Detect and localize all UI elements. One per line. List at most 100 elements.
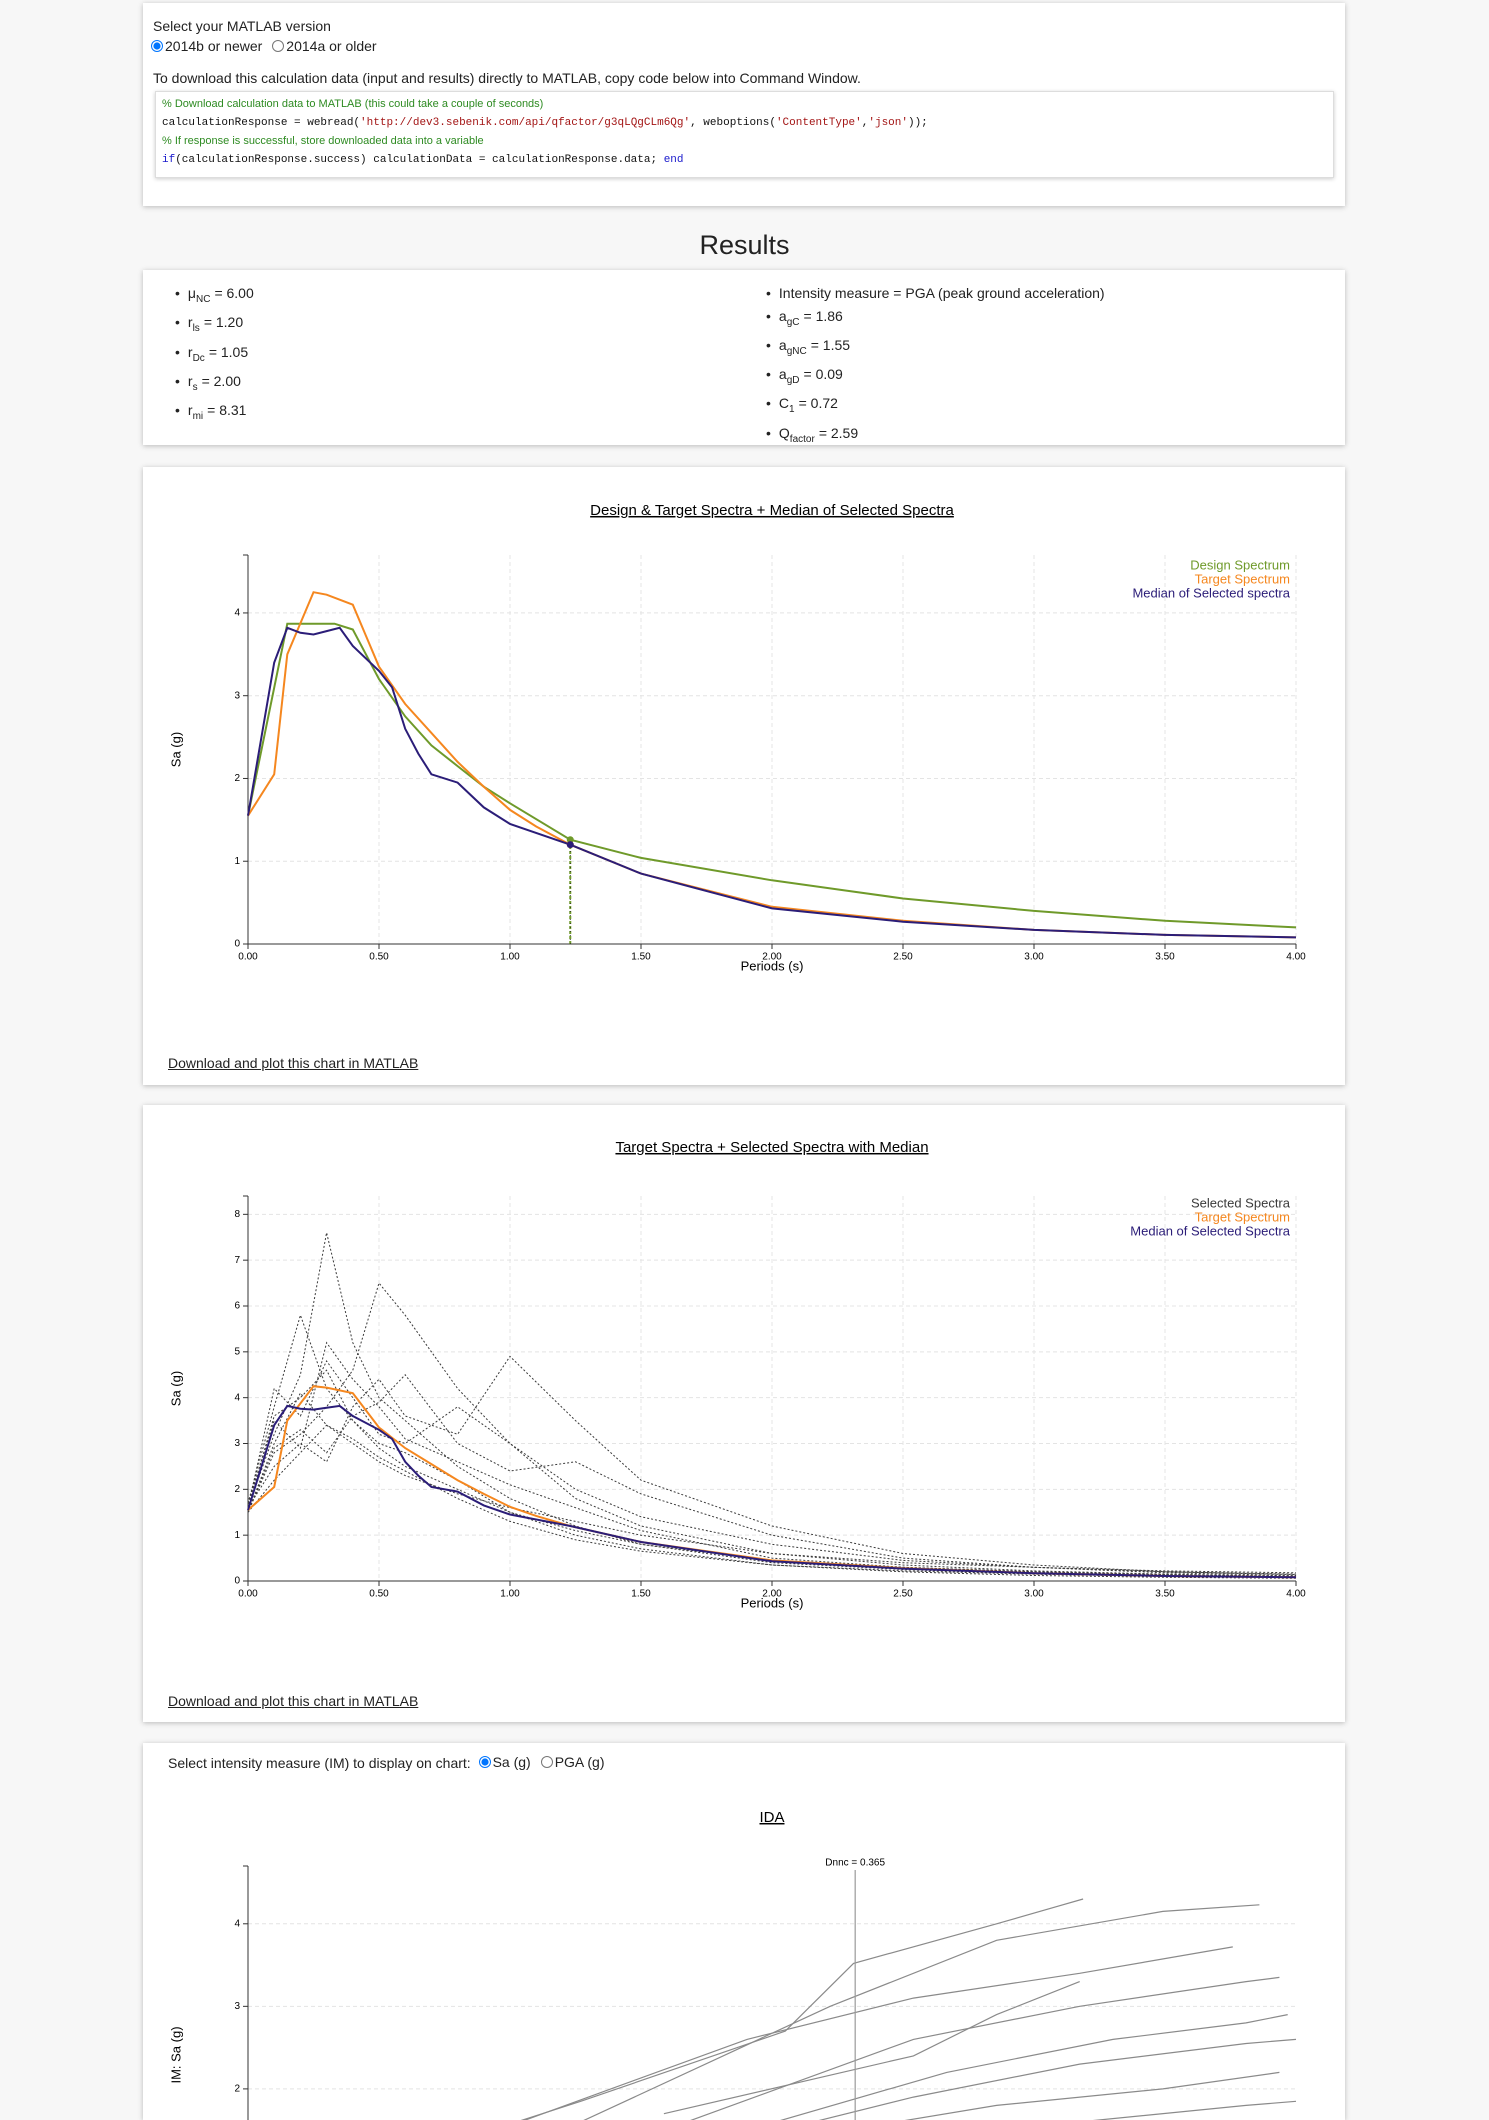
x-tick-label: 2.50 [893, 1589, 913, 1600]
series-line [690, 1976, 1280, 2120]
download-link[interactable]: Download and plot this chart in MATLAB [168, 1055, 419, 1071]
code-line: if(calculationResponse.success) calculat… [162, 154, 684, 166]
result-text: = 1.05 [208, 343, 249, 360]
x-tick-label: 0.50 [369, 1589, 389, 1600]
x-axis-label: Periods (s) [741, 1595, 804, 1610]
x-tick-label: 1.50 [631, 1589, 651, 1600]
radio-label[interactable]: 2014a or older [286, 38, 377, 54]
code-token: 'ContentType' [775, 116, 862, 129]
subscript: ls [192, 323, 200, 335]
selected-spectrum [247, 1313, 1297, 1579]
legend-entry: Selected Spectra [1191, 1195, 1291, 1210]
legend-entry: Target Spectrum [1195, 1209, 1290, 1224]
code-token: 'json' [868, 116, 908, 129]
code-token: if [162, 154, 176, 167]
code-token: , weboptions( [690, 116, 776, 129]
y-tick-label: 5 [234, 1346, 240, 1357]
chart-title: IDA [759, 1809, 784, 1826]
legend-entry: Median of Selected Spectra [1130, 1223, 1290, 1238]
symbol: a [778, 336, 787, 353]
subscript: 1 [789, 404, 795, 416]
radio-option[interactable]: PGA (g) [540, 1754, 605, 1770]
chart-panel: Design & Target Spectra + Median of Sele… [143, 467, 1345, 1085]
result-item: rmi= 8.31 [175, 399, 254, 428]
series-line [247, 591, 1297, 939]
y-axis-label: Sa (g) [168, 1371, 183, 1406]
radio-option[interactable]: 2014b or newer [151, 38, 262, 54]
y-tick-label: 2 [234, 1484, 240, 1495]
chart-title: Design & Target Spectra + Median of Sele… [590, 502, 954, 519]
marker-dot [566, 836, 574, 844]
code-token: % If response is successful, store downl… [162, 135, 484, 148]
radio-button[interactable] [478, 1756, 491, 1768]
code-token: )); [907, 116, 928, 129]
y-tick-label: 2 [234, 773, 240, 784]
code-line: % Download calculation data to MATLAB (t… [162, 98, 543, 111]
y-axis-label: IM: Sa (g) [168, 2026, 183, 2083]
symbol: a [778, 366, 787, 383]
symbol: r [187, 372, 193, 389]
subscript: gD [786, 374, 800, 386]
y-tick-label: 1 [234, 856, 240, 867]
subscript: s [192, 381, 198, 393]
code-token: (calculationResponse.success) calculatio… [175, 154, 664, 167]
y-tick-label: 6 [234, 1301, 240, 1312]
x-tick-label: 3.00 [1024, 952, 1044, 963]
subscript: mi [192, 410, 204, 422]
series-line [583, 1904, 1260, 2120]
symbol: μ [187, 285, 196, 301]
result-item: C1= 0.72 [766, 392, 1105, 421]
im-selector: Select intensity measure (IM) to display… [168, 1754, 615, 1771]
radio-option[interactable]: Sa (g) [478, 1754, 531, 1770]
symbol: r [187, 402, 193, 419]
result-text: = 1.86 [803, 307, 843, 324]
x-tick-label: 4.00 [1286, 1589, 1306, 1600]
version-options: 2014b or newer 2014a or older [151, 38, 387, 55]
x-tick-label: 0.50 [369, 952, 389, 963]
radio-label[interactable]: PGA (g) [554, 1754, 605, 1770]
legend-entry: Design Spectrum [1190, 557, 1290, 572]
version-prompt: Select your MATLAB version [153, 18, 331, 34]
dnnc-label: Dnnc = 0.365 [825, 1858, 885, 1869]
y-tick-label: 7 [234, 1255, 240, 1266]
x-tick-label: 2.50 [893, 952, 913, 963]
radio-button[interactable] [540, 1756, 553, 1768]
download-link[interactable]: Download and plot this chart in MATLAB [168, 1693, 419, 1709]
radio-button[interactable] [151, 40, 163, 52]
result-text: = 2.00 [201, 372, 241, 389]
selected-spectrum [247, 1369, 1297, 1577]
y-tick-label: 8 [234, 1209, 240, 1220]
results-panel: μNC= 6.00rls= 1.20rDc= 1.05rs= 2.00rmi= … [143, 270, 1345, 445]
chart: Design & Target Spectra + Median of Sele… [168, 502, 1306, 973]
y-tick-label: 4 [234, 1918, 240, 1929]
radio-option[interactable]: 2014a or older [272, 38, 377, 54]
y-tick-label: 3 [234, 690, 240, 701]
radio-label[interactable]: 2014b or newer [165, 38, 263, 54]
code-line: % If response is successful, store downl… [162, 135, 484, 148]
x-tick-label: 4.00 [1286, 952, 1306, 963]
symbol: a [778, 307, 787, 324]
code-token: end [663, 154, 684, 167]
symbol: r [187, 314, 193, 331]
y-tick-label: 1 [234, 1530, 240, 1541]
selected-spectrum [247, 1424, 1297, 1578]
result-item: rls= 1.20 [175, 311, 254, 340]
chart-panel: Target Spectra + Selected Spectra with M… [143, 1105, 1345, 1722]
x-tick-label: 2.00 [762, 1589, 782, 1600]
x-tick-label: 3.50 [1155, 952, 1175, 963]
x-tick-label: 0.00 [238, 1589, 258, 1600]
chart: Target Spectra + Selected Spectra with M… [168, 1139, 1306, 1610]
legend-entry: Target Spectrum [1195, 571, 1290, 586]
results-left: μNC= 6.00rls= 1.20rDc= 1.05rs= 2.00rmi= … [175, 282, 254, 428]
chart-title: Target Spectra + Selected Spectra with M… [615, 1139, 928, 1156]
result-item: rs= 2.00 [175, 370, 254, 399]
radio-button[interactable] [272, 40, 285, 52]
x-tick-label: 3.00 [1024, 1589, 1044, 1600]
y-axis-label: Sa (g) [168, 732, 183, 767]
radio-label[interactable]: Sa (g) [492, 1754, 531, 1770]
code-box: % Download calculation data to MATLAB (t… [155, 91, 1334, 178]
selected-spectrum [247, 1374, 1297, 1576]
series-line [247, 1404, 1297, 1579]
series-line [247, 626, 1297, 939]
